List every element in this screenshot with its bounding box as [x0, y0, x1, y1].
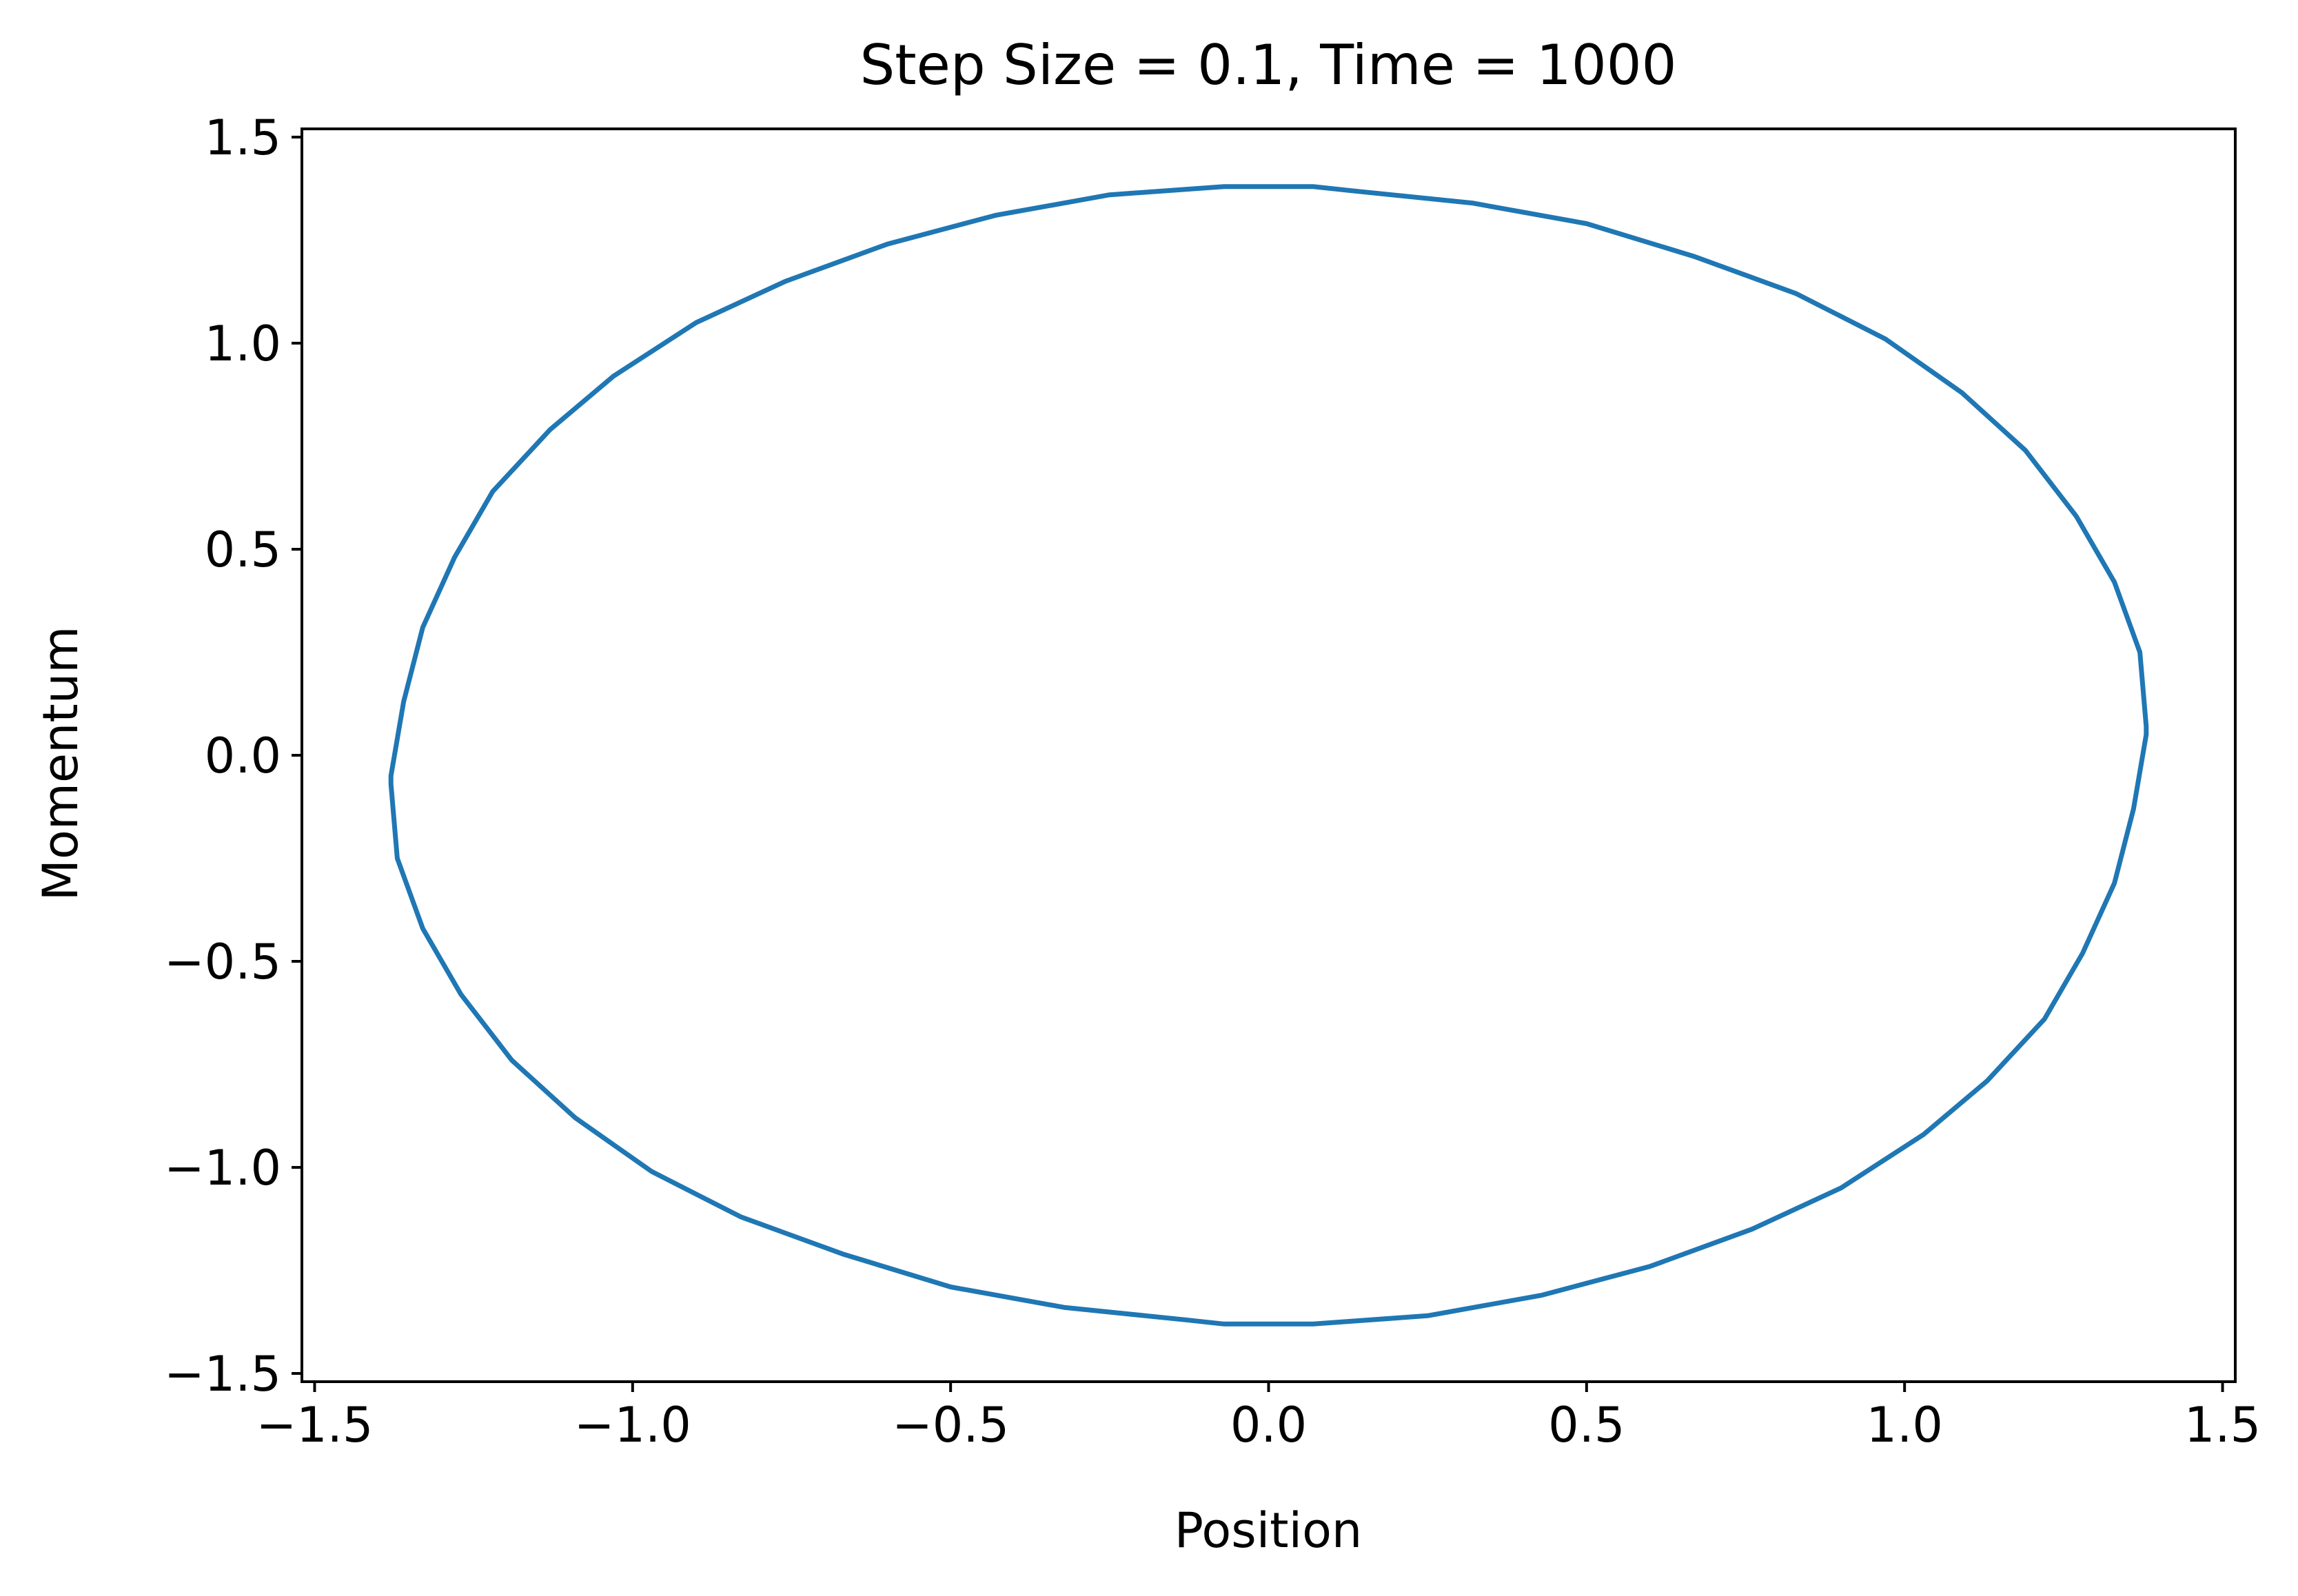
x-tick-label: −1.0 — [574, 1397, 691, 1453]
x-tick-label: 1.5 — [2184, 1397, 2261, 1453]
x-tick-label: 1.0 — [1867, 1397, 1943, 1453]
x-tick-label: 0.0 — [1230, 1397, 1307, 1453]
y-tick-label: 0.5 — [205, 522, 281, 578]
y-tick-label: 1.0 — [205, 316, 281, 372]
x-tick-label: −1.5 — [256, 1397, 373, 1453]
x-tick-label: −0.5 — [892, 1397, 1009, 1453]
chart-title: Step Size = 0.1, Time = 1000 — [860, 33, 1676, 97]
y-tick-label: 1.5 — [205, 110, 281, 166]
y-tick-label: −0.5 — [164, 934, 281, 990]
y-axis-label: Momentum — [32, 626, 89, 901]
y-tick-label: −1.0 — [164, 1140, 281, 1196]
series-layer — [388, 184, 2149, 1327]
y-tick-label: 0.0 — [205, 728, 281, 784]
x-tick-label: 0.5 — [1548, 1397, 1625, 1453]
x-axis-label: Position — [1175, 1502, 1363, 1559]
series-line — [388, 184, 2149, 1327]
tick-layer: −1.5 −1.0 −0.5 0.0 0.5 1.0 1.5 −1.5 −1.0 −0.5 0.0 0… — [164, 110, 2261, 1453]
y-tick-label: −1.5 — [164, 1346, 281, 1402]
plot-area-frame — [301, 127, 2237, 1383]
